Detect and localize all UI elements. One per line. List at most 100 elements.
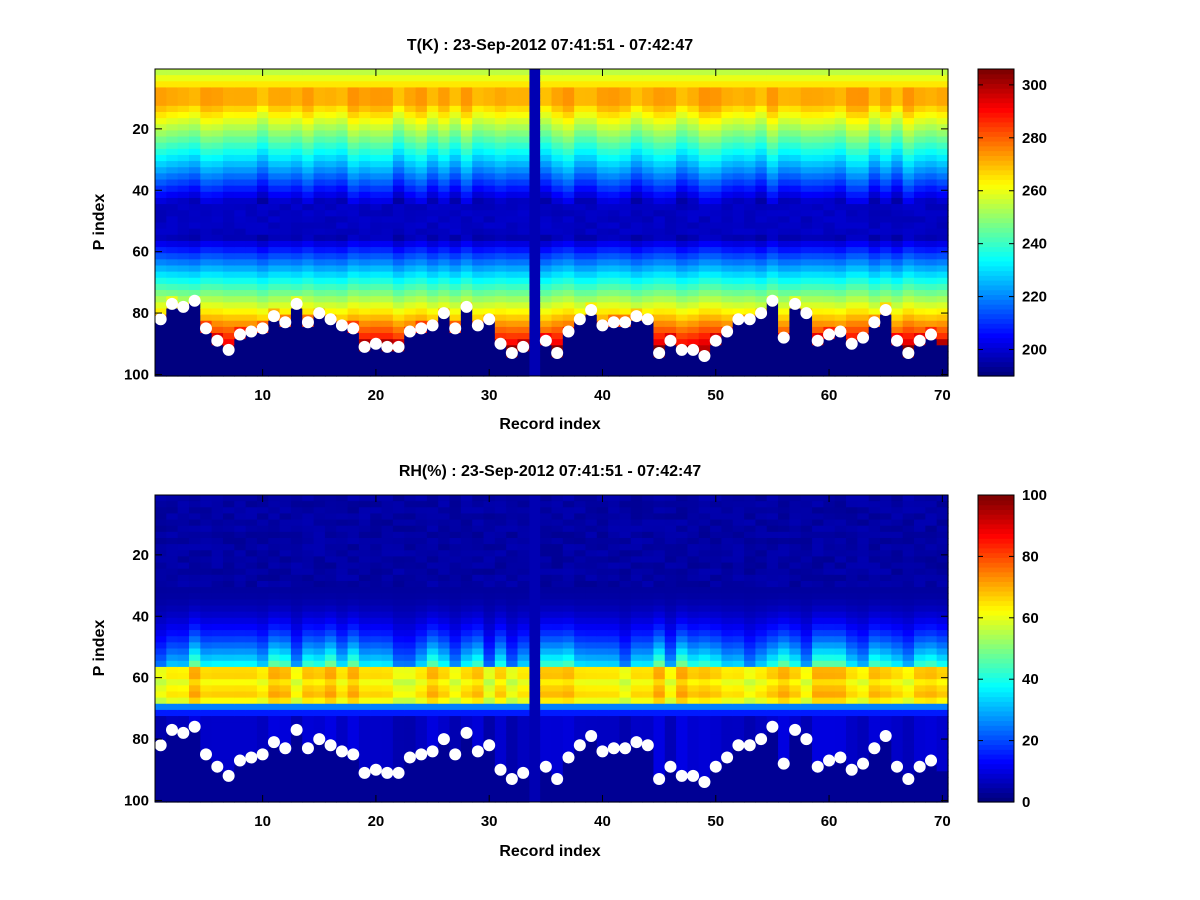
heatmap-cell: [642, 204, 655, 211]
heatmap-cell: [846, 302, 858, 310]
heatmap-cell: [313, 247, 326, 254]
heatmap-cell: [200, 216, 213, 224]
heatmap-cell: [744, 339, 757, 346]
heatmap-cell: [472, 130, 485, 138]
heatmap-cell: [562, 197, 575, 205]
heatmap-cell: [891, 136, 904, 144]
colorbar-segment: [978, 275, 1014, 281]
heatmap-cell: [234, 130, 247, 138]
heatmap-cell: [404, 611, 417, 619]
heatmap-cell: [155, 728, 167, 736]
heatmap-cell: [279, 636, 292, 643]
heatmap-cell: [687, 124, 700, 131]
heatmap-cell: [494, 259, 507, 267]
heatmap-cell: [438, 197, 451, 205]
heatmap-cell: [268, 216, 281, 224]
heatmap-cell: [279, 752, 292, 760]
heatmap-cell: [721, 210, 734, 217]
heatmap-cell: [630, 326, 643, 334]
heatmap-cell: [313, 495, 326, 502]
heatmap-cell: [846, 118, 858, 125]
heatmap-cell: [245, 734, 258, 742]
heatmap-cell: [290, 636, 303, 643]
heatmap-cell: [324, 593, 337, 600]
heatmap-cell: [222, 611, 235, 619]
heatmap-cell: [732, 283, 745, 291]
heatmap-cell: [155, 679, 167, 686]
heatmap-cell: [245, 351, 258, 359]
heatmap-cell: [155, 148, 167, 156]
heatmap-cell: [155, 630, 167, 637]
heatmap-cell: [188, 519, 201, 527]
heatmap-cell: [834, 345, 847, 353]
heatmap-cell: [302, 265, 315, 273]
heatmap-cell: [426, 740, 439, 748]
heatmap-cell: [766, 148, 779, 156]
heatmap-cell: [732, 118, 745, 125]
heatmap-cell: [279, 709, 292, 717]
heatmap-cell: [460, 204, 473, 211]
heatmap-cell: [358, 240, 371, 248]
heatmap-cell: [551, 167, 564, 174]
heatmap-cell: [472, 87, 485, 95]
heatmap-cell: [494, 118, 507, 125]
heatmap-cell: [653, 99, 666, 107]
heatmap-cell: [234, 716, 247, 723]
heatmap-cell: [302, 216, 315, 224]
heatmap-cell: [324, 81, 337, 89]
heatmap-cell: [392, 783, 405, 791]
surface-marker: [369, 337, 382, 350]
heatmap-cell: [710, 277, 723, 285]
heatmap-cell: [710, 345, 723, 353]
heatmap-cell: [732, 234, 745, 242]
heatmap-cell: [642, 308, 655, 316]
heatmap-cell: [279, 519, 292, 527]
heatmap-cell: [460, 118, 473, 125]
heatmap-cell: [415, 722, 428, 729]
heatmap-cell: [177, 179, 190, 187]
heatmap-cell: [823, 197, 836, 205]
heatmap-cell: [687, 148, 700, 156]
heatmap-cell: [449, 765, 462, 772]
heatmap-cell: [313, 283, 326, 291]
heatmap-cell: [177, 617, 190, 625]
heatmap-cell: [245, 568, 258, 576]
heatmap-cell: [166, 191, 179, 199]
heatmap-cell: [438, 75, 451, 82]
heatmap-cell: [336, 740, 349, 748]
heatmap-cell: [268, 648, 281, 656]
heatmap-cell: [268, 783, 281, 791]
heatmap-cell: [925, 345, 938, 353]
heatmap-cell: [721, 142, 734, 150]
heatmap-cell: [256, 253, 269, 260]
heatmap-cell: [200, 228, 213, 236]
heatmap-cell: [483, 154, 496, 162]
heatmap-cell: [608, 326, 621, 334]
heatmap-cell: [902, 228, 915, 236]
heatmap-cell: [823, 136, 836, 144]
heatmap-cell: [789, 369, 802, 377]
heatmap-cell: [755, 197, 768, 205]
heatmap-cell: [608, 197, 621, 205]
heatmap-cell: [268, 679, 281, 686]
heatmap-cell: [596, 259, 609, 267]
heatmap-cell: [891, 302, 904, 310]
heatmap-cell: [211, 191, 224, 199]
heatmap-cell: [313, 240, 326, 248]
heatmap-cell: [234, 685, 247, 693]
heatmap-cell: [313, 271, 326, 279]
heatmap-cell: [211, 265, 224, 273]
heatmap-cell: [608, 161, 621, 168]
heatmap-cell: [415, 290, 428, 297]
heatmap-cell: [710, 124, 723, 131]
heatmap-cell: [449, 495, 462, 502]
heatmap-cell: [188, 660, 201, 668]
heatmap-cell: [449, 228, 462, 236]
heatmap-cell: [721, 179, 734, 187]
heatmap-cell: [846, 259, 858, 267]
heatmap-cell: [188, 777, 201, 785]
heatmap-cell: [857, 326, 870, 334]
heatmap-cell: [834, 265, 847, 273]
heatmap-cell: [426, 271, 439, 279]
